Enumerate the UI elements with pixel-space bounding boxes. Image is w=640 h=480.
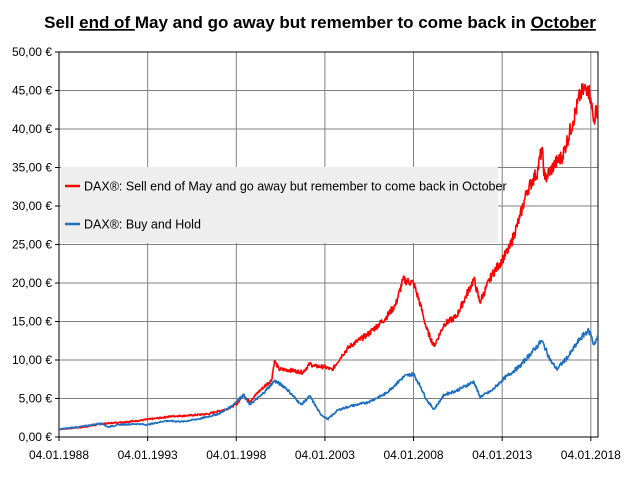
y-tick-label: 20,00 € (12, 276, 52, 290)
y-axis: 0,00 € 5,00 € 10,00 € 15,00 € 20,00 € 25,00 €… (12, 45, 59, 444)
y-tick-label: 50,00 € (12, 45, 52, 59)
series-layer (58, 83, 599, 431)
x-tick-label: 04.01.1998 (206, 448, 266, 462)
series-line-2 (58, 327, 599, 431)
legend-label: DAX®: Buy and Hold (84, 218, 201, 232)
x-tick-label: 04.01.1993 (118, 448, 178, 462)
x-tick-label: 04.01.2008 (383, 448, 443, 462)
y-tick-label: 25,00 € (12, 238, 52, 252)
y-tick-label: 35,00 € (12, 161, 52, 175)
chart-title: Sell end of May and go away but remember… (44, 13, 596, 32)
title-part: May and go away but remember to come bac… (135, 13, 531, 32)
title-part: October (531, 13, 597, 32)
x-tick-label: 04.01.2018 (561, 448, 621, 462)
x-tick-label: 04.01.2003 (295, 448, 355, 462)
legend-box (61, 167, 498, 243)
title-part: Sell (44, 13, 79, 32)
x-tick-label: 04.01.1988 (29, 448, 89, 462)
grid (59, 52, 598, 437)
y-tick-label: 0,00 € (19, 430, 53, 444)
x-tick-label: 04.01.2013 (472, 448, 532, 462)
y-tick-label: 10,00 € (12, 353, 52, 367)
legend-label: DAX®: Sell end of May and go away but re… (84, 180, 507, 194)
y-tick-label: 45,00 € (12, 84, 52, 98)
y-tick-label: 40,00 € (12, 122, 52, 136)
x-axis: 04.01.1988 04.01.1993 04.01.1998 04.01.2003… (29, 437, 621, 462)
y-tick-label: 5,00 € (19, 392, 53, 406)
y-tick-label: 15,00 € (12, 315, 52, 329)
series-line-1 (58, 83, 599, 431)
legend: DAX®: Sell end of May and go away but re… (61, 167, 507, 243)
y-tick-label: 30,00 € (12, 199, 52, 213)
title-part: end of (79, 13, 135, 32)
